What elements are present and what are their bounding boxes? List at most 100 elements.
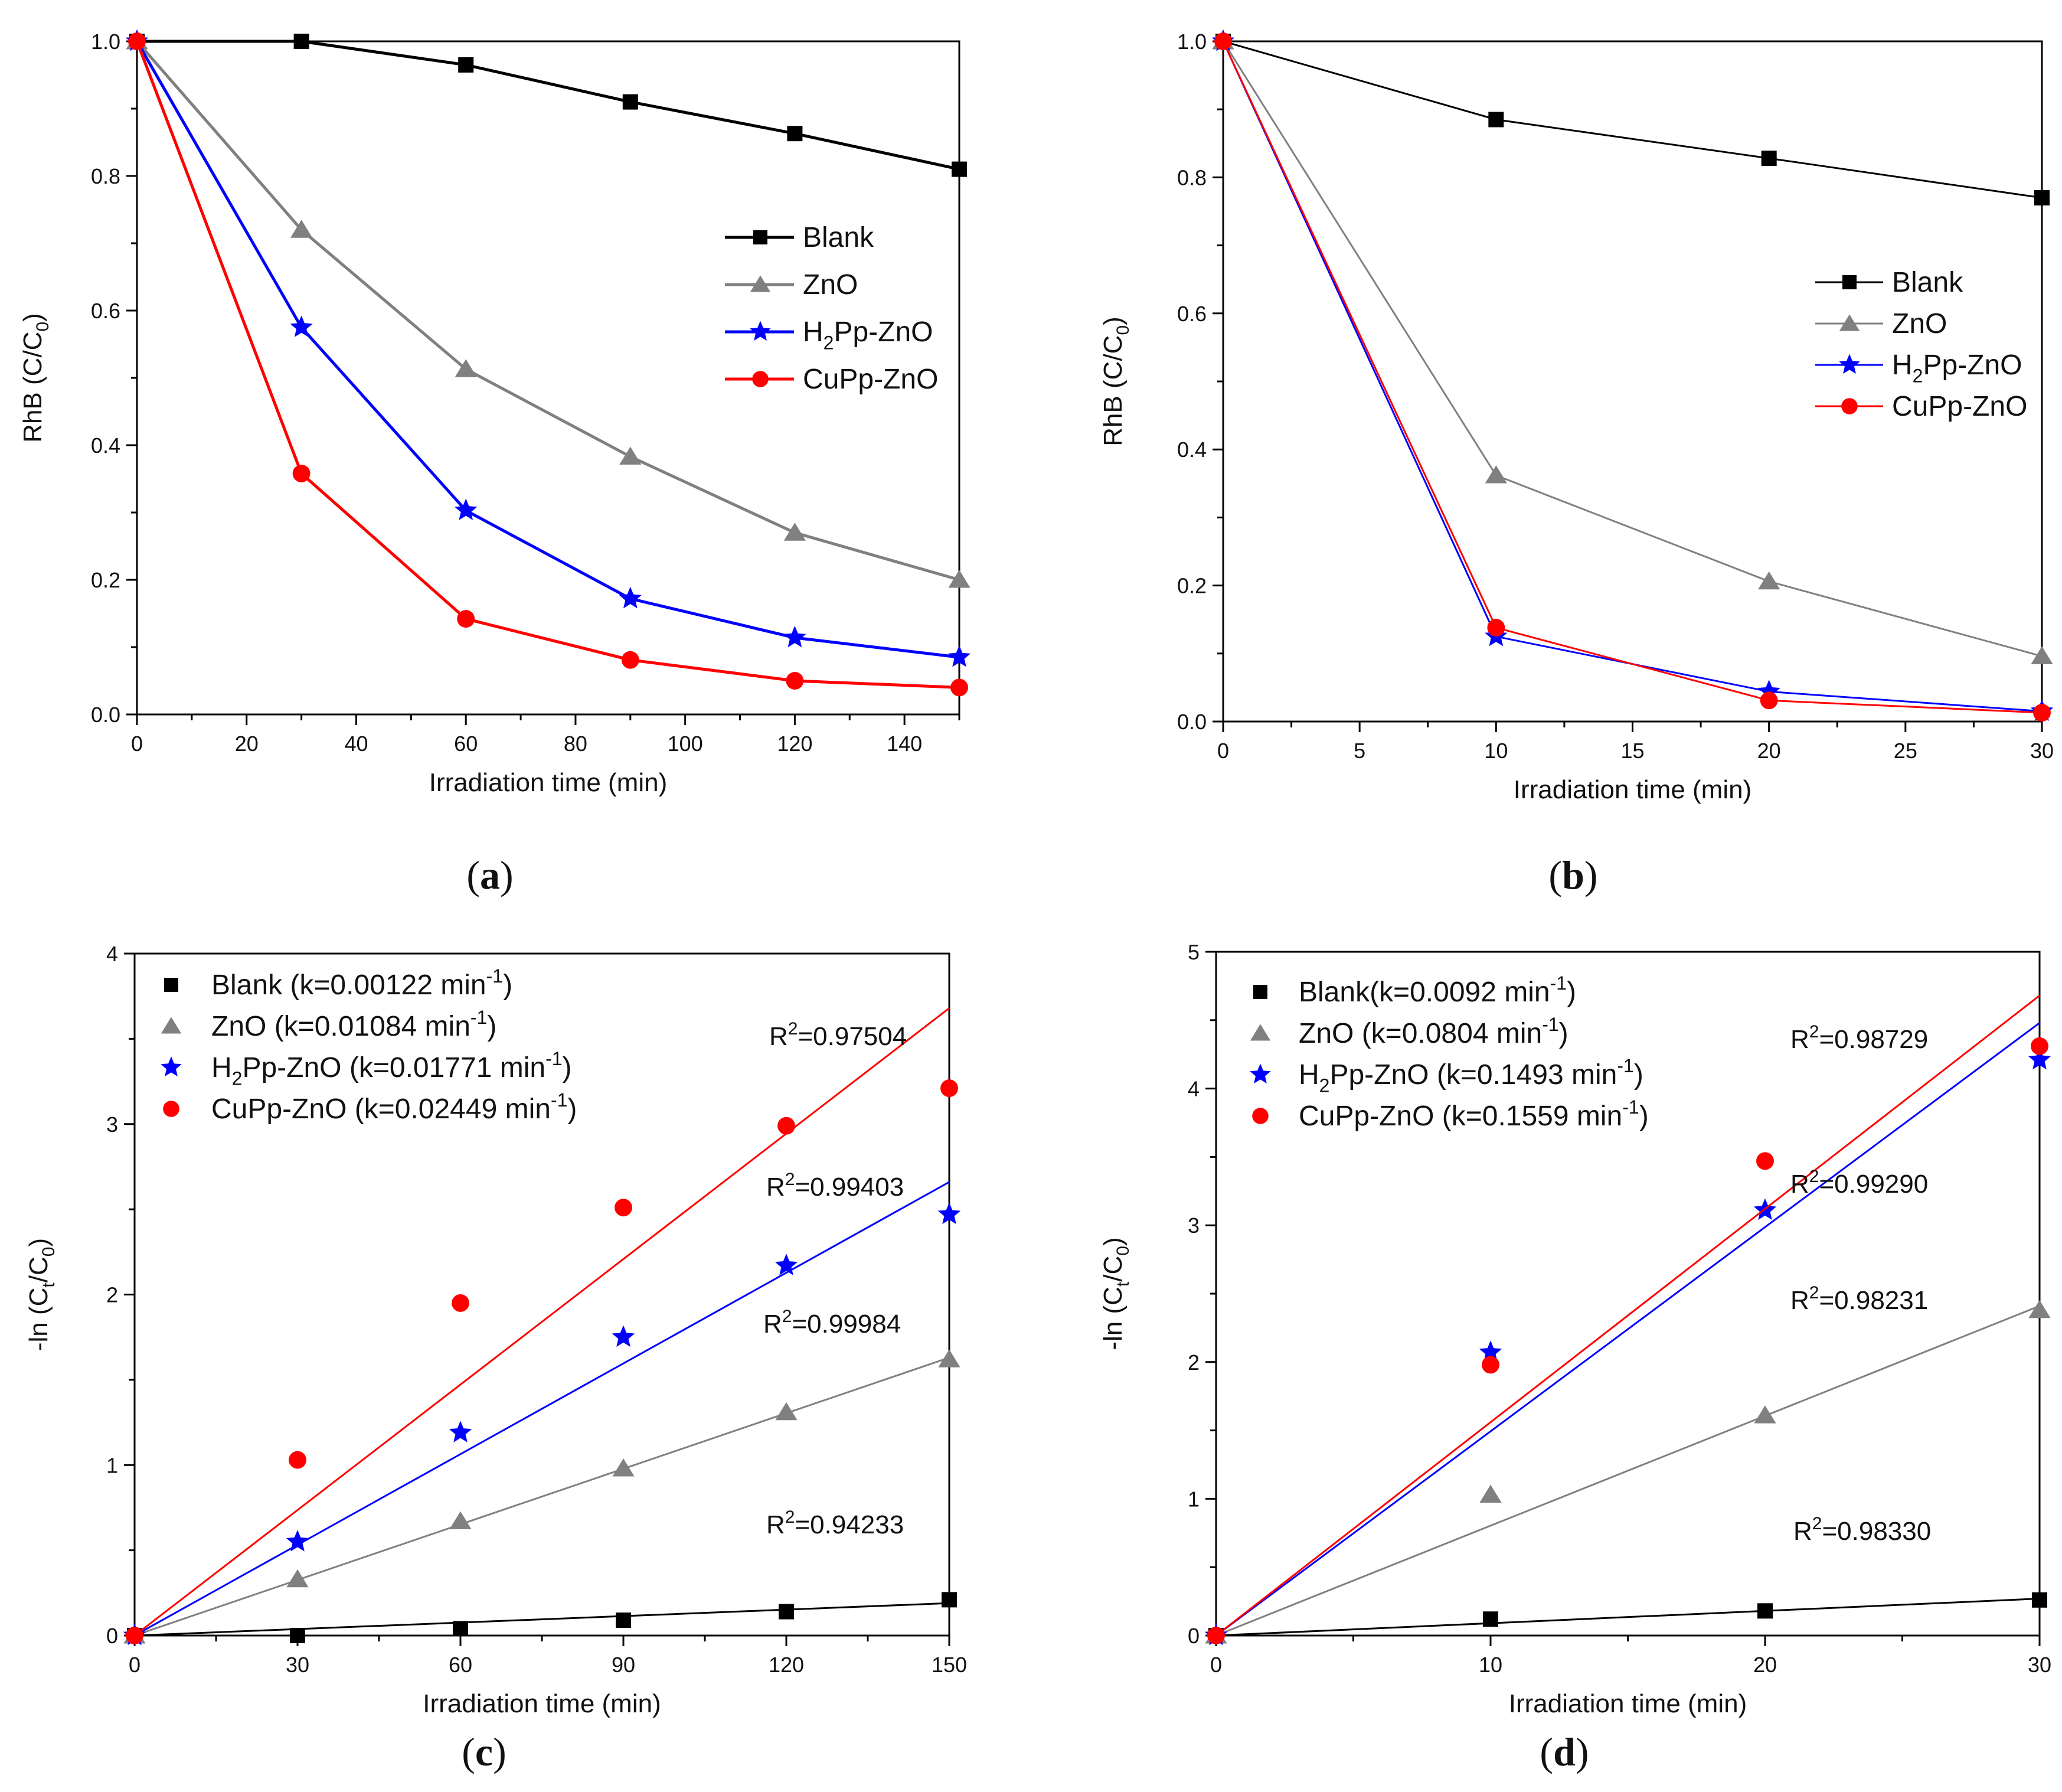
data-point bbox=[2034, 190, 2050, 205]
data-point bbox=[1482, 1356, 1499, 1374]
r2-annotation: R2=0.99984 bbox=[763, 1307, 901, 1339]
x-tick-label: 30 bbox=[286, 1653, 309, 1677]
legend-label: ZnO bbox=[803, 269, 858, 301]
label-part: 2 bbox=[1319, 1075, 1330, 1096]
data-point bbox=[952, 161, 967, 177]
label-part: CuPp-ZnO (k=0.1559 min bbox=[1299, 1101, 1622, 1132]
legend-marker bbox=[1842, 275, 1857, 289]
y-tick-label: 0.2 bbox=[1177, 574, 1207, 598]
y-axis-title-part: 0 bbox=[39, 1247, 58, 1257]
series-cupp-zno bbox=[1214, 32, 2051, 722]
label-part: -1 bbox=[486, 965, 503, 987]
data-point bbox=[1483, 1611, 1498, 1627]
legend-marker bbox=[161, 1056, 182, 1076]
caption-letter: a bbox=[480, 853, 500, 897]
legend-marker bbox=[161, 1017, 182, 1034]
legend-label: H2Pp-ZnO (k=0.01771 min-1) bbox=[211, 1048, 572, 1089]
data-point bbox=[619, 586, 642, 609]
y-tick-label: 0.6 bbox=[1177, 302, 1207, 326]
label-part: H bbox=[1892, 350, 1913, 381]
x-tick-label: 60 bbox=[454, 732, 478, 756]
data-point bbox=[612, 1325, 635, 1347]
label-part: -1 bbox=[1542, 1014, 1558, 1035]
legend-marker bbox=[752, 371, 769, 387]
fit-line bbox=[1215, 994, 2040, 1637]
y-axis-title: -ln (Ct/C0) bbox=[1099, 1237, 1133, 1350]
legend-marker bbox=[163, 1101, 179, 1117]
legend-label: ZnO (k=0.01084 min-1) bbox=[211, 1007, 496, 1042]
caption-open: ( bbox=[462, 1729, 475, 1774]
y-tick-label: 1 bbox=[1188, 1487, 1200, 1511]
data-point bbox=[775, 1254, 798, 1275]
chart-panel-a: 0 20 40 60 80 100 120 1400.00.20.40.60.81.0Irra… bbox=[18, 29, 971, 897]
x-tick-label: 150 bbox=[932, 1653, 967, 1677]
y-tick-label: 0 bbox=[106, 1624, 118, 1648]
x-axis-title: Irradiation time (min) bbox=[1514, 775, 1751, 804]
r2-prefix: R bbox=[769, 1022, 788, 1051]
data-point bbox=[1761, 151, 1777, 167]
data-point bbox=[290, 220, 313, 238]
legend-marker bbox=[750, 275, 771, 292]
chart-panel-b: 0 5 10 15 20 25 300.00.20.40.60.81.0Irradiatio… bbox=[1099, 29, 2054, 897]
label-part: ZnO (k=0.0804 min bbox=[1299, 1018, 1542, 1049]
series-line bbox=[1223, 40, 2043, 199]
legend-marker bbox=[164, 978, 178, 992]
label-part: H bbox=[803, 316, 824, 348]
legend-label: CuPp-ZnO bbox=[1892, 391, 2027, 422]
label-part: 2 bbox=[824, 332, 834, 353]
data-point bbox=[292, 464, 311, 482]
caption-close: ) bbox=[500, 853, 514, 897]
r2-value: =0.99290 bbox=[1819, 1170, 1928, 1199]
data-point bbox=[775, 1402, 798, 1421]
data-point bbox=[937, 1202, 961, 1225]
x-tick-label: 15 bbox=[1620, 739, 1644, 763]
r2-value: =0.98330 bbox=[1822, 1517, 1931, 1546]
label-part: Pp-ZnO (k=0.1493 min bbox=[1329, 1059, 1617, 1091]
label-part: ) bbox=[563, 1052, 572, 1083]
legend-label: CuPp-ZnO (k=0.02449 min-1) bbox=[211, 1089, 577, 1125]
y-tick-label: 1 bbox=[106, 1453, 118, 1477]
data-point bbox=[453, 1621, 468, 1637]
x-tick-label: 0 bbox=[129, 1653, 140, 1677]
caption-close: ) bbox=[1584, 853, 1598, 897]
x-tick-label: 10 bbox=[1479, 1653, 1502, 1677]
fit-line bbox=[1215, 1597, 2040, 1637]
r2-annotation: R2=0.94233 bbox=[766, 1507, 904, 1539]
y-axis-title-part: /C bbox=[1099, 1256, 1128, 1282]
panel-caption: (a) bbox=[466, 853, 513, 897]
label-part: -1 bbox=[1617, 1055, 1633, 1076]
label-part: ) bbox=[1634, 1059, 1643, 1091]
data-point bbox=[950, 678, 968, 697]
y-tick-label: 0.4 bbox=[91, 433, 120, 458]
caption-close: ) bbox=[1576, 1729, 1589, 1774]
data-point bbox=[2028, 1300, 2051, 1318]
r2-exponent: 2 bbox=[788, 1019, 798, 1039]
label-part: ZnO (k=0.01084 min bbox=[211, 1011, 470, 1042]
y-tick-label: 0.2 bbox=[91, 568, 120, 592]
legend-marker bbox=[750, 321, 771, 341]
chart-panel-c: 0 30 60 90 120 150 0 1 2 3 4 Irradiation time (min)… bbox=[24, 942, 967, 1774]
x-tick-label: 80 bbox=[564, 732, 587, 756]
x-tick-label: 60 bbox=[449, 1653, 472, 1677]
label-part: ZnO bbox=[803, 269, 858, 301]
caption-letter: b bbox=[1562, 853, 1584, 897]
x-tick-label: 120 bbox=[769, 1653, 804, 1677]
r2-exponent: 2 bbox=[1809, 1167, 1819, 1186]
legend-label: Blank bbox=[1892, 267, 1963, 298]
r2-prefix: R bbox=[1793, 1517, 1812, 1546]
fit-line bbox=[1215, 1022, 2040, 1637]
y-tick-label: 2 bbox=[106, 1283, 118, 1307]
legend-label: ZnO bbox=[1892, 308, 1947, 340]
legend-marker bbox=[1839, 314, 1860, 331]
label-part: ) bbox=[567, 1094, 577, 1125]
data-point bbox=[777, 1117, 795, 1135]
label-part: ) bbox=[487, 1011, 496, 1042]
label-part: H bbox=[211, 1052, 232, 1083]
series-cupp-zno bbox=[128, 32, 968, 697]
label-part: ) bbox=[503, 970, 512, 1001]
data-point bbox=[779, 1604, 794, 1620]
legend-label: H2Pp-ZnO (k=0.1493 min-1) bbox=[1299, 1055, 1643, 1096]
label-part: Blank bbox=[803, 222, 874, 253]
r2-prefix: R bbox=[1790, 1170, 1809, 1199]
